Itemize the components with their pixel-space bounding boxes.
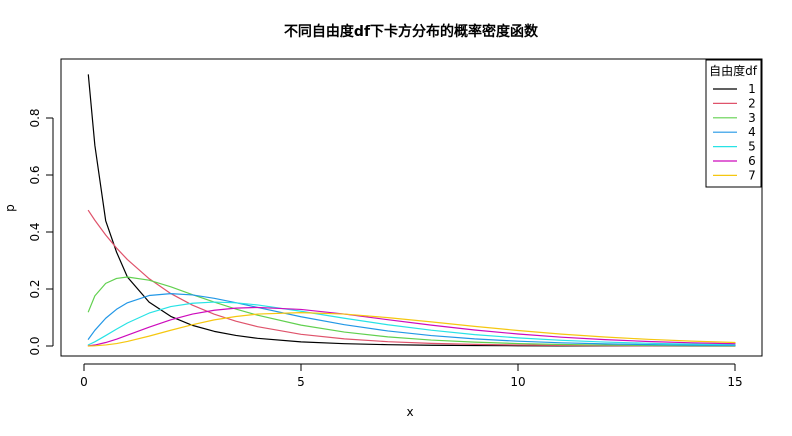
y-tick-label: 0.2 bbox=[28, 279, 42, 298]
legend-label-6: 6 bbox=[748, 154, 756, 168]
x-axis-label: x bbox=[406, 405, 413, 419]
legend-label-1: 1 bbox=[748, 82, 756, 96]
series-layer bbox=[87, 74, 736, 347]
y-tick-label: 0.4 bbox=[28, 222, 42, 241]
x-tick-label: 0 bbox=[80, 375, 88, 389]
series-line-df-3 bbox=[87, 276, 736, 347]
y-axis-label: p bbox=[3, 204, 17, 212]
series-line-df-6 bbox=[87, 306, 736, 347]
legend-label-5: 5 bbox=[748, 140, 756, 154]
legend-label-3: 3 bbox=[748, 111, 756, 125]
series-line-df-7 bbox=[87, 312, 736, 347]
plot-frame bbox=[60, 58, 763, 357]
y-tick-label: 0.8 bbox=[28, 108, 42, 127]
y-axis: 0.0 0.2 0.4 0.6 0.8 bbox=[28, 108, 54, 356]
legend-box bbox=[705, 59, 762, 188]
series-line-df-2 bbox=[87, 209, 736, 347]
legend-label-2: 2 bbox=[748, 96, 756, 110]
legend-label-4: 4 bbox=[748, 125, 756, 139]
legend-label-7: 7 bbox=[748, 168, 756, 182]
series-line-df-1 bbox=[87, 74, 736, 347]
x-tick-label: 5 bbox=[297, 375, 305, 389]
series-line-df-4 bbox=[87, 292, 736, 346]
x-tick-label: 10 bbox=[510, 375, 525, 389]
y-tick-label: 0.0 bbox=[28, 336, 42, 355]
legend-title: 自由度df bbox=[709, 63, 758, 78]
x-tick-label: 15 bbox=[727, 375, 742, 389]
chart-title: 不同自由度df下卡方分布的概率密度函数 bbox=[284, 23, 539, 40]
x-axis: 0 5 10 15 bbox=[80, 363, 743, 389]
y-tick-label: 0.6 bbox=[28, 165, 42, 184]
